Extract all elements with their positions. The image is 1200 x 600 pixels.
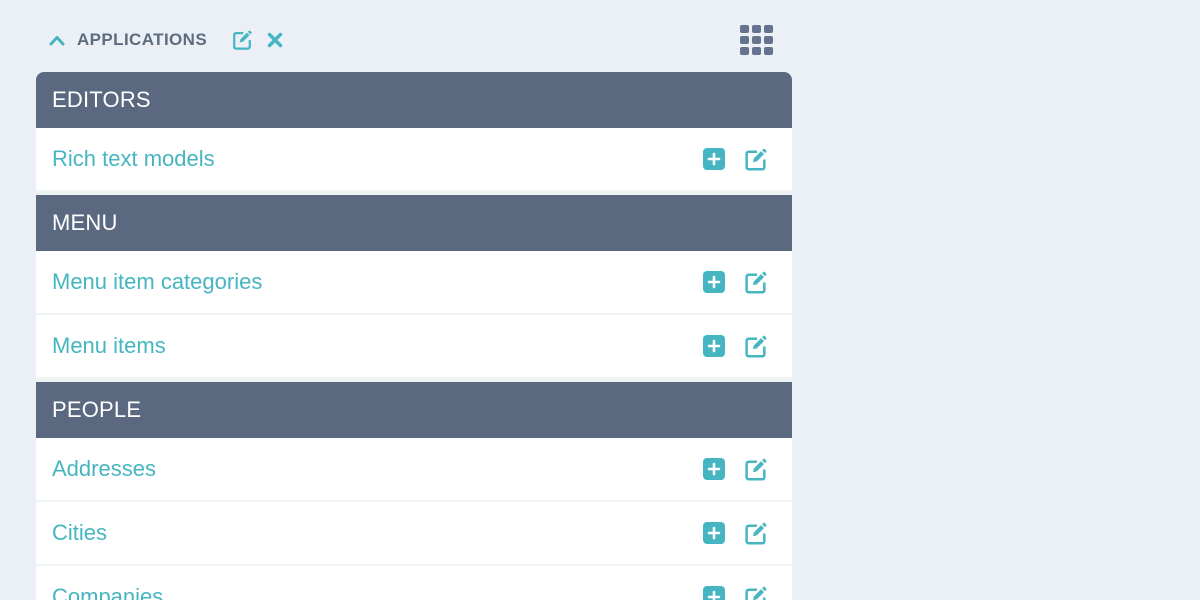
section-header-label: EDITORS bbox=[52, 87, 151, 112]
edit-icon bbox=[743, 457, 768, 482]
model-row: Companies bbox=[36, 566, 792, 600]
app-list-panel: EDITORS Rich text models bbox=[36, 72, 792, 600]
model-link[interactable]: Cities bbox=[52, 520, 108, 545]
chevron-up-icon bbox=[48, 34, 66, 47]
widget-title: APPLICATIONS bbox=[77, 30, 208, 49]
add-button[interactable] bbox=[703, 148, 725, 170]
applications-widget-toolbar: APPLICATIONS bbox=[36, 20, 792, 60]
close-widget-button[interactable] bbox=[266, 31, 284, 49]
model-row: Rich text models bbox=[36, 128, 792, 192]
row-actions bbox=[703, 270, 768, 295]
row-actions bbox=[703, 334, 768, 359]
section-separator bbox=[36, 379, 792, 382]
add-button[interactable] bbox=[703, 271, 725, 293]
section-header: EDITORS bbox=[36, 72, 792, 128]
edit-button[interactable] bbox=[743, 457, 768, 482]
edit-icon bbox=[743, 270, 768, 295]
edit-icon bbox=[743, 585, 768, 600]
edit-icon bbox=[743, 521, 768, 546]
add-button[interactable] bbox=[703, 458, 725, 480]
edit-button[interactable] bbox=[743, 270, 768, 295]
dashboard-grid-button[interactable] bbox=[740, 25, 773, 55]
add-button[interactable] bbox=[703, 335, 725, 357]
edit-button[interactable] bbox=[743, 521, 768, 546]
section-header-label: PEOPLE bbox=[52, 397, 142, 422]
model-link[interactable]: Menu item categories bbox=[52, 269, 263, 294]
add-button[interactable] bbox=[703, 522, 725, 544]
section-header: PEOPLE bbox=[36, 382, 792, 438]
row-actions bbox=[703, 585, 768, 600]
plus-icon bbox=[707, 462, 721, 476]
plus-icon bbox=[707, 339, 721, 353]
edit-icon bbox=[743, 334, 768, 359]
edit-button[interactable] bbox=[743, 334, 768, 359]
model-link[interactable]: Rich text models bbox=[52, 146, 215, 171]
add-button[interactable] bbox=[703, 586, 725, 600]
plus-icon bbox=[707, 152, 721, 166]
plus-icon bbox=[707, 275, 721, 289]
row-actions bbox=[703, 147, 768, 172]
model-row: Addresses bbox=[36, 438, 792, 502]
edit-icon bbox=[743, 147, 768, 172]
plus-icon bbox=[707, 590, 721, 600]
row-actions bbox=[703, 457, 768, 482]
model-link[interactable]: Menu items bbox=[52, 333, 166, 358]
model-row: Menu item categories bbox=[36, 251, 792, 315]
model-link[interactable]: Companies bbox=[52, 584, 164, 600]
edit-button[interactable] bbox=[743, 585, 768, 600]
edit-icon bbox=[231, 29, 253, 51]
grid-icon bbox=[740, 25, 773, 55]
model-row: Menu items bbox=[36, 315, 792, 379]
plus-icon bbox=[707, 526, 721, 540]
section-header-label: MENU bbox=[52, 210, 118, 235]
section-header: MENU bbox=[36, 195, 792, 251]
edit-widget-button[interactable] bbox=[231, 29, 253, 51]
model-row: Cities bbox=[36, 502, 792, 566]
edit-button[interactable] bbox=[743, 147, 768, 172]
section-separator bbox=[36, 192, 792, 195]
close-icon bbox=[266, 31, 284, 49]
collapse-widget-button[interactable] bbox=[48, 34, 66, 47]
model-link[interactable]: Addresses bbox=[52, 456, 156, 481]
row-actions bbox=[703, 521, 768, 546]
